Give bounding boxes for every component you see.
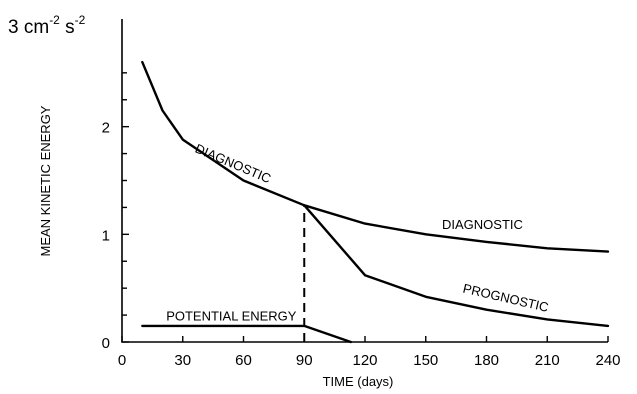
prognostic-label: PROGNOSTIC [461,281,550,315]
x-tick-label: 90 [296,352,313,369]
x-axis-title: TIME (days) [323,374,394,389]
diagnostic-label: DIAGNOSTIC [193,141,273,186]
x-tick-label: 0 [118,352,126,369]
diagnostic-label: DIAGNOSTIC [442,217,523,232]
ticks [121,72,609,343]
y-tick-label: 2 [102,120,110,137]
series-lines [141,60,610,344]
x-tick-label: 30 [174,352,191,369]
prognostic-line [303,204,610,328]
y-unit-exp1: -2 [49,13,60,27]
x-tick-label: 180 [474,352,499,369]
x-tick-label: 120 [352,352,377,369]
y-unit-mid: s [60,17,75,38]
tick-labels: 0 30 60 90 120 150 180 210 240 0 1 2 [102,120,621,369]
axes [121,19,608,343]
x-tick-label: 60 [235,352,252,369]
x-tick-label: 240 [595,352,620,369]
y-unit-base: 3 cm [8,17,49,38]
y-axis-title: MEAN KINETIC ENERGY [38,105,53,256]
potential-energy-label: POTENTIAL ENERGY [166,308,297,323]
y-tick-label: 0 [102,335,110,352]
axis-frame [121,19,608,343]
y-unit-label: 3 cm-2 s-2 [8,13,86,38]
potential-energy-line [141,324,352,344]
y-tick-label: 1 [102,227,110,244]
diagnostic-line [141,60,610,253]
x-tick-label: 210 [535,352,560,369]
x-tick-label: 150 [413,352,438,369]
y-unit-exp2: -2 [75,13,86,27]
